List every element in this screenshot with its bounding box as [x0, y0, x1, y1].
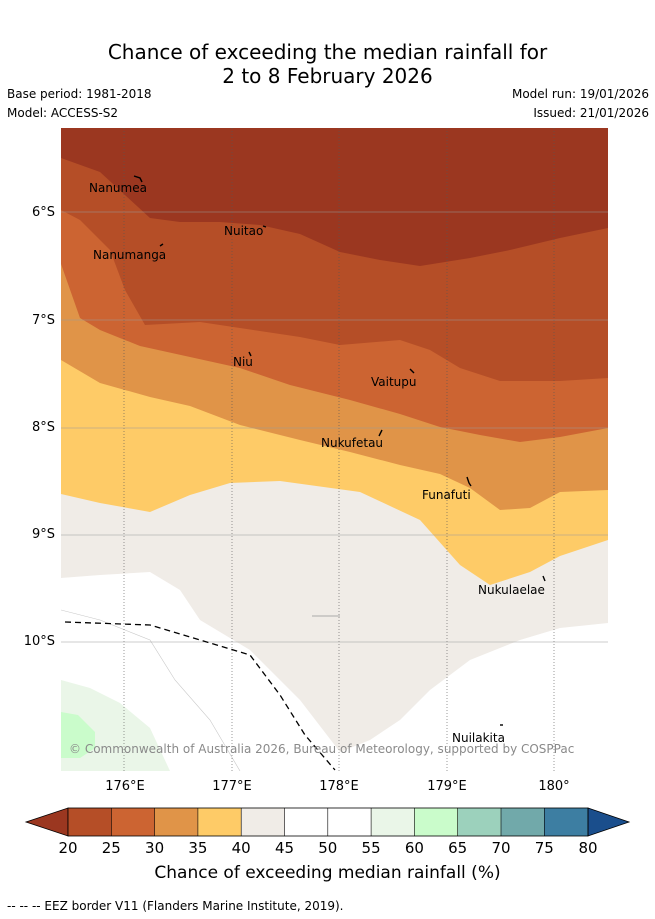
- colorbar-under-arrow: [24, 807, 69, 837]
- lon-label-177e: 177°E: [212, 779, 252, 794]
- colorbar-tick: 20: [58, 839, 78, 857]
- place-label: Nuitao: [224, 224, 264, 238]
- colorbar-tick: 65: [448, 839, 468, 857]
- colorbar-bin-65-70: [457, 808, 501, 836]
- copyright-notice: © Commonwealth of Australia 2026, Bureau…: [69, 742, 575, 756]
- lat-label-7s: 7°S: [31, 313, 55, 328]
- colorbar: [24, 807, 631, 837]
- colorbar-tick: 80: [578, 839, 598, 857]
- colorbar-tick: 70: [491, 839, 511, 857]
- colorbar-bin-40-45: [241, 808, 285, 836]
- place-label: Niu: [233, 355, 253, 369]
- colorbar-bin-50-55: [327, 808, 372, 836]
- colorbar-tick: 45: [274, 839, 295, 857]
- colorbar-tick: 55: [361, 839, 381, 857]
- lon-label-180: 180°: [538, 779, 570, 794]
- eez-footnote: -- -- -- EEZ border V11 (Flanders Marine…: [7, 899, 344, 913]
- latitude-gridlines: [61, 211, 608, 643]
- place-label: Funafuti: [422, 488, 471, 502]
- lat-label-6s: 6°S: [31, 205, 55, 220]
- colorbar-bin-35-40: [197, 808, 242, 836]
- colorbar-tick: 40: [231, 839, 251, 857]
- colorbar-bin-30-35: [154, 808, 198, 836]
- colorbar-tick: 25: [101, 839, 121, 857]
- band-below-20: [61, 128, 608, 266]
- colorbar-bin-20-25: [68, 808, 112, 836]
- place-label: Nuilakita: [452, 731, 505, 745]
- place-label: Nanumea: [89, 181, 147, 195]
- rainfall-probability-field: [61, 128, 608, 771]
- lon-label-179e: 179°E: [427, 779, 467, 794]
- colorbar-tick: 50: [318, 839, 338, 857]
- colorbar-tick: 75: [534, 839, 554, 857]
- lat-label-8s: 8°S: [31, 420, 55, 435]
- band-60-65: [61, 712, 95, 758]
- colorbar-bin-45-50: [284, 808, 328, 836]
- lon-label-176e: 176°E: [105, 779, 145, 794]
- island-marks: [133, 175, 546, 726]
- lon-label-178e: 178°E: [319, 779, 359, 794]
- issued-date: Issued: 21/01/2026: [533, 106, 649, 120]
- colorbar-tick: 35: [188, 839, 208, 857]
- colorbar-bin-55-60: [371, 808, 415, 836]
- lat-label-9s: 9°S: [31, 527, 55, 542]
- colorbar-bin-70-75: [501, 808, 545, 836]
- model-run: Model run: 19/01/2026: [511, 87, 649, 101]
- title-line-1: Chance of exceeding the median rainfall …: [107, 40, 548, 64]
- longitude-gridlines: [123, 128, 555, 771]
- colorbar-bin-25-30: [111, 808, 155, 836]
- place-label: Nukulaelae: [478, 583, 545, 597]
- place-label: Vaitupu: [371, 375, 417, 389]
- map-title: Chance of exceeding the median rainfall …: [0, 40, 655, 88]
- eez-border-line: [64, 621, 336, 771]
- lat-label-10s: 10°S: [23, 634, 55, 649]
- colorbar-bin-75-80: [544, 808, 588, 836]
- place-label: Nukufetau: [321, 436, 384, 450]
- title-line-2: 2 to 8 February 2026: [222, 64, 433, 88]
- colorbar-tick: 30: [145, 839, 165, 857]
- colorbar-over-arrow: [587, 807, 631, 837]
- model-name: Model: ACCESS-S2: [7, 106, 119, 120]
- colorbar-bin-60-65: [414, 808, 458, 836]
- place-label: Nanumanga: [93, 248, 167, 262]
- base-period: Base period: 1981-2018: [7, 87, 152, 101]
- colorbar-label: Chance of exceeding median rainfall (%): [154, 863, 501, 883]
- colorbar-tick: 60: [404, 839, 424, 857]
